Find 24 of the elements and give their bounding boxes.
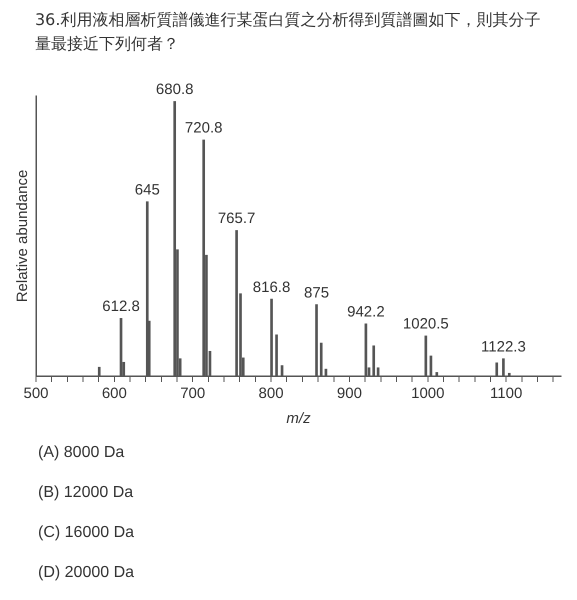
annotation: 645 [134,181,160,198]
x-tick-label: 1100 [490,385,522,402]
x-tick-label: 600 [102,385,127,402]
annotation: 1020.5 [402,316,449,333]
x-tick-label: 700 [180,385,206,402]
annotation: 942.2 [347,303,385,320]
x-axis-title: m/z [286,410,312,428]
x-tick-label: 500 [23,385,49,402]
annotation: 765.7 [218,210,256,228]
annotation: 680.8 [156,81,194,98]
text: (C) 16000 Da [38,523,134,543]
annotation: 612.8 [102,298,140,315]
annotation: 720.8 [184,120,222,137]
text: (A) 8000 Da [38,443,126,463]
annotation: 875 [304,284,330,302]
x-tick-label: 800 [258,385,284,402]
y-axis-title: Relative abundance [14,170,32,302]
text: (B) 12000 Da [38,483,134,503]
chart-title: 36.利用液相層析質譜儀進行某蛋白質之分析得到質譜圖如下，則其分子量最接近下列何者？ [35,9,542,55]
annotation: 1122.3 [481,338,526,356]
x-tick-label: 900 [336,385,362,402]
x-tick-label: 1000 [411,385,444,402]
text: (D) 20000 Da [38,563,134,583]
annotation: 816.8 [252,278,290,296]
